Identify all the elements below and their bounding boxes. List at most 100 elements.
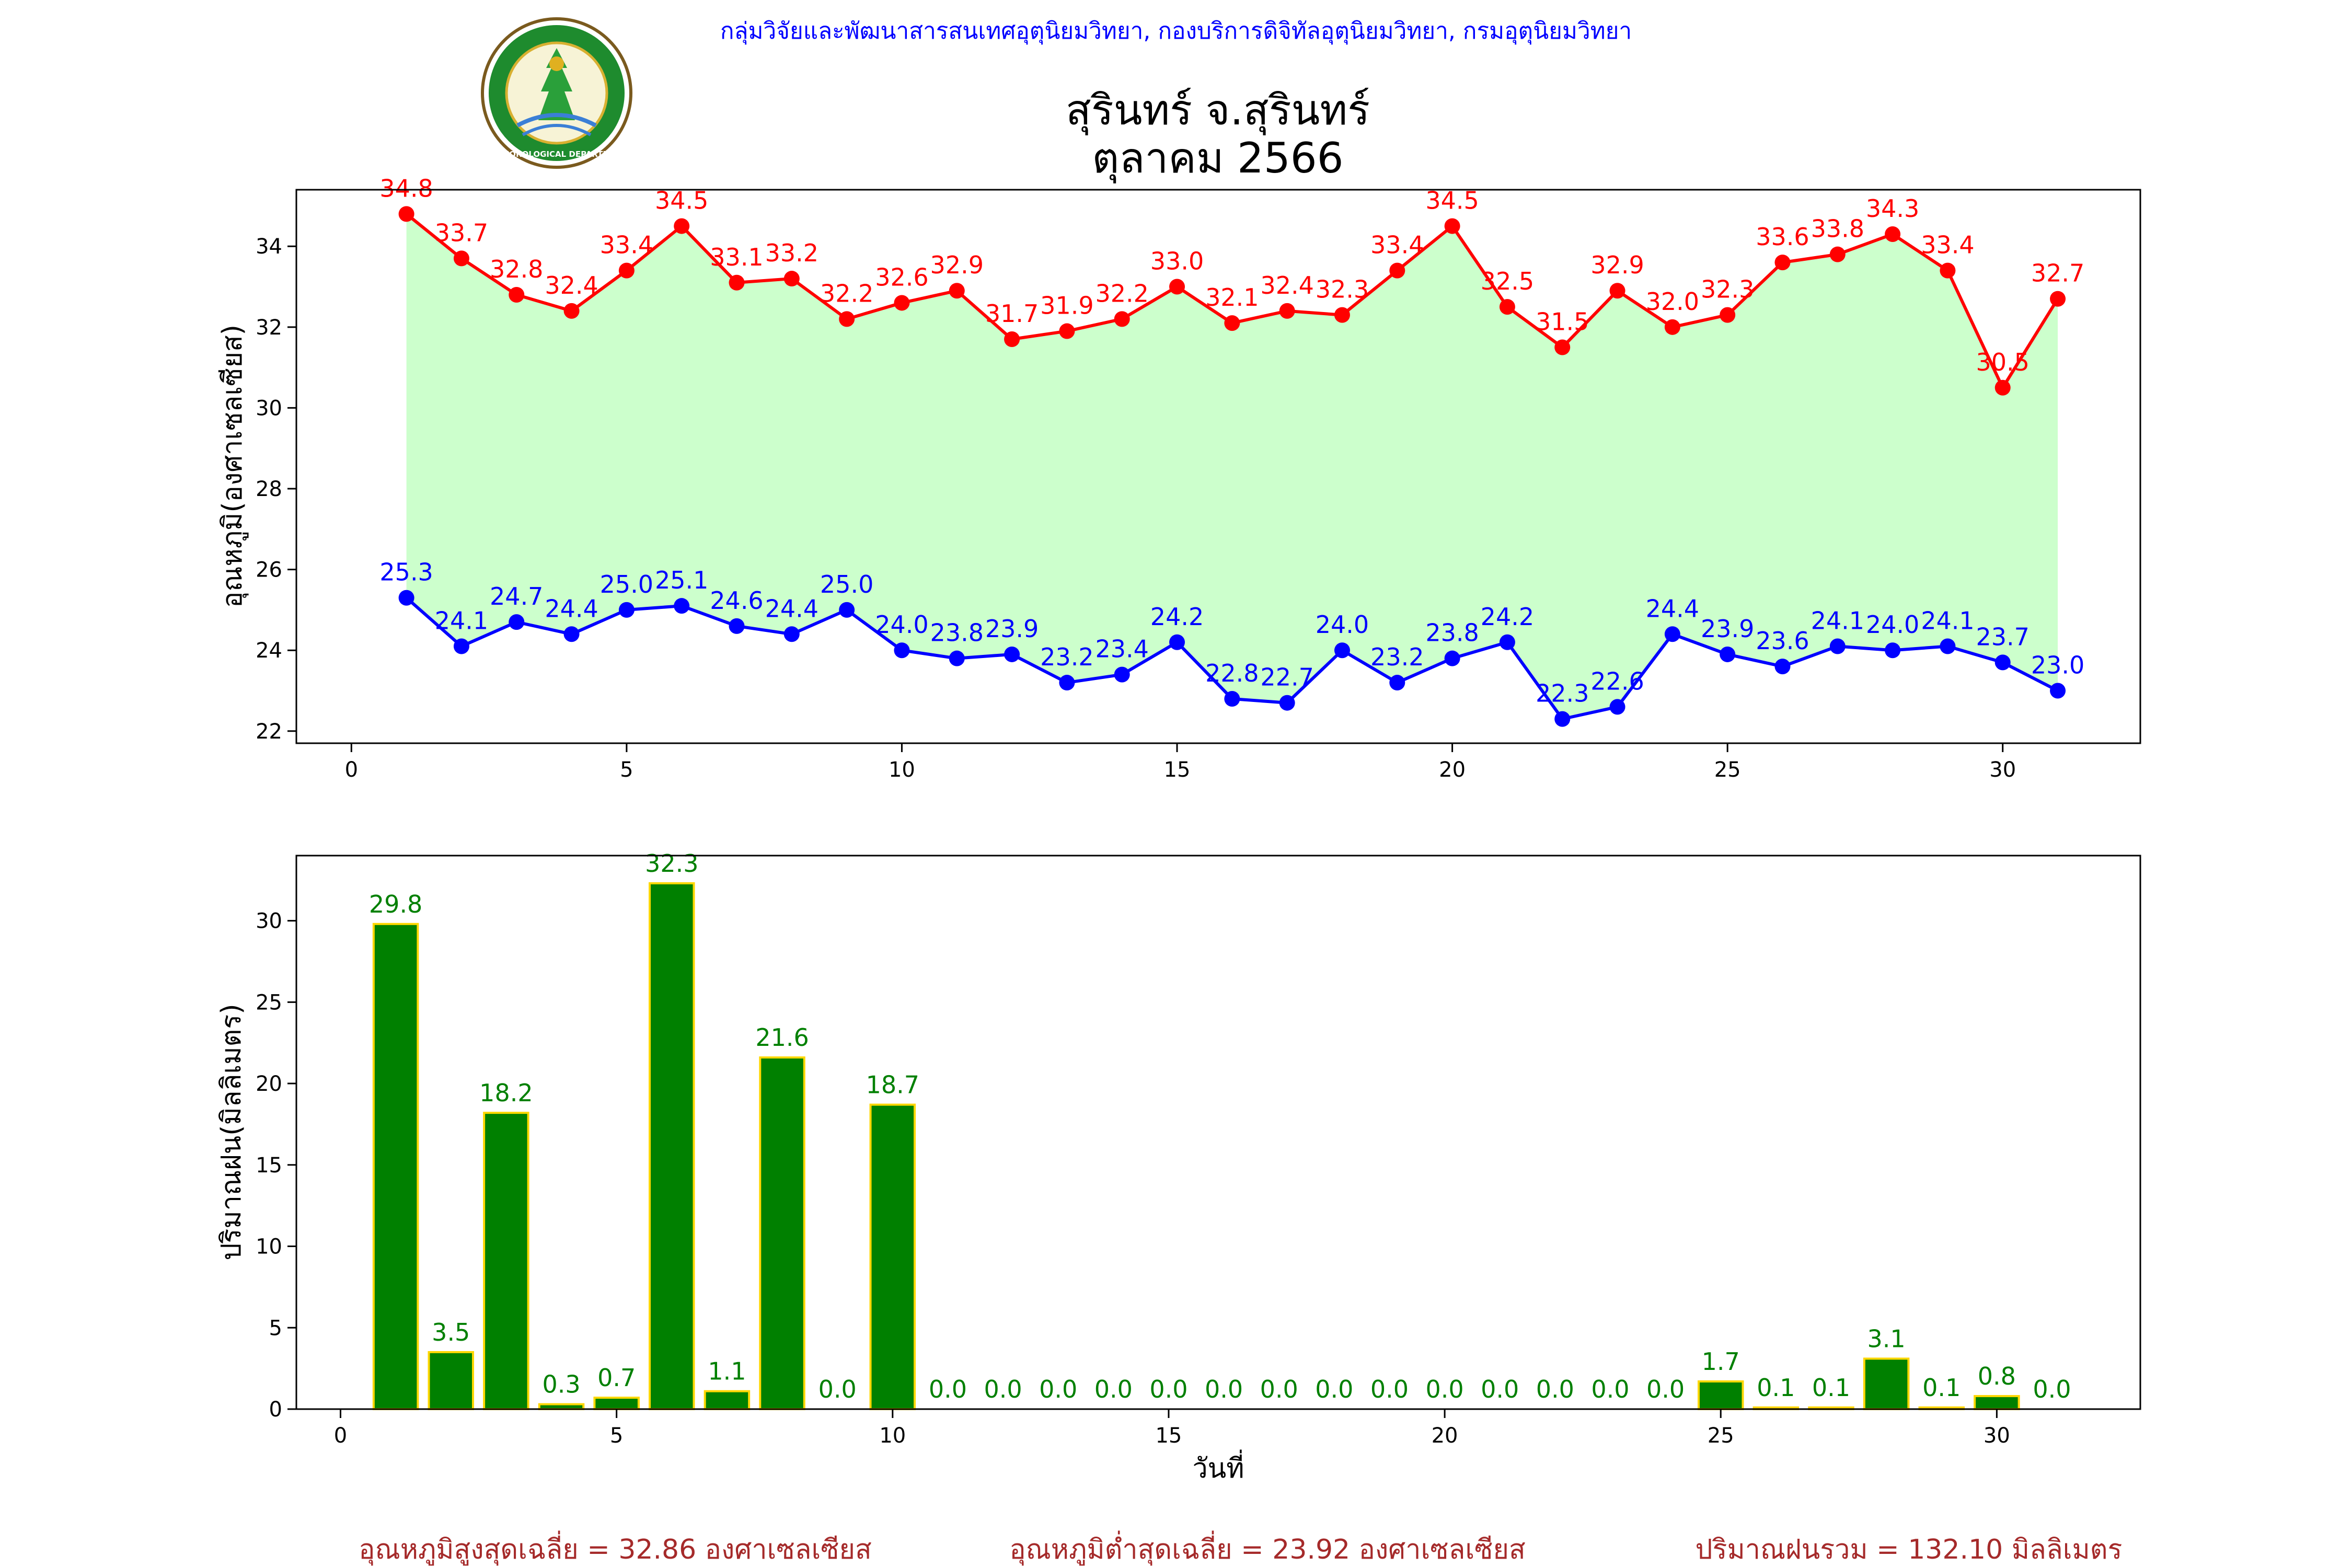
rainfall-value-label: 32.3 bbox=[645, 849, 698, 878]
max-temperature-value-label: 32.2 bbox=[820, 279, 873, 307]
min-temperature-point bbox=[398, 590, 414, 606]
min-temperature-point bbox=[1994, 654, 2011, 671]
max-temperature-point bbox=[894, 295, 910, 311]
rainfall-bar bbox=[1974, 1395, 2020, 1410]
rainfall-bar bbox=[1697, 1380, 1744, 1411]
rainfall-value-label: 0.1 bbox=[1757, 1374, 1795, 1402]
rainfall-value-label: 1.7 bbox=[1702, 1347, 1740, 1376]
rainfall-y-tick-label: 30 bbox=[256, 909, 282, 933]
rainfall-value-label: 0.0 bbox=[1260, 1375, 1298, 1403]
rainfall-x-tick-label: 10 bbox=[879, 1424, 906, 1448]
max-temperature-value-label: 34.5 bbox=[1425, 187, 1479, 215]
temperature-points-layer bbox=[398, 206, 2066, 727]
rainfall-bar bbox=[649, 882, 695, 1410]
min-temperature-point bbox=[1774, 659, 1791, 675]
min-temperature-value-label: 23.6 bbox=[1756, 627, 1809, 655]
rainfall-value-label: 0.0 bbox=[1481, 1375, 1519, 1403]
rainfall-labels-layer: 29.8 3.5 18.2 0.3 0.7 32.3 1.1 21.6 0.0 18.7 0.0 0.… bbox=[369, 849, 2071, 1403]
rainfall-value-label: 0.0 bbox=[1536, 1375, 1574, 1403]
temperature-y-tick-label: 28 bbox=[256, 477, 282, 501]
min-temperature-value-label: 24.0 bbox=[875, 610, 928, 639]
max-temperature-value-label: 33.2 bbox=[765, 239, 818, 267]
rainfall-value-label: 29.8 bbox=[369, 890, 422, 918]
max-temperature-point bbox=[1059, 323, 1075, 339]
min-temperature-value-label: 25.3 bbox=[379, 558, 433, 586]
max-temperature-value-label: 33.6 bbox=[1756, 223, 1809, 251]
rainfall-value-label: 0.1 bbox=[1812, 1374, 1850, 1402]
rainfall-x-tick-label: 0 bbox=[334, 1424, 347, 1448]
temperature-x-tick-label: 25 bbox=[1714, 758, 1741, 782]
rainfall-bar bbox=[869, 1103, 916, 1411]
min-temperature-point bbox=[1829, 638, 1846, 654]
max-temperature-point bbox=[949, 283, 965, 299]
rainfall-y-tick-label: 20 bbox=[256, 1072, 282, 1096]
temperature-axes-frame bbox=[295, 189, 2141, 744]
max-temperature-value-label: 32.9 bbox=[930, 251, 984, 279]
min-temperature-point bbox=[1004, 646, 1020, 662]
rainfall-bar bbox=[483, 1112, 529, 1410]
max-temperature-point bbox=[1004, 331, 1020, 348]
max-temperature-value-label: 33.0 bbox=[1150, 247, 1204, 275]
max-temperature-value-label: 32.8 bbox=[490, 255, 543, 283]
min-temperature-value-label: 23.2 bbox=[1040, 643, 1093, 671]
max-temperature-point bbox=[1994, 379, 2011, 396]
min-temperature-value-label: 22.3 bbox=[1536, 679, 1589, 708]
logo-caption: METEOROLOGICAL DEPARTMENT bbox=[486, 149, 629, 159]
min-temperature-point bbox=[1169, 634, 1185, 650]
average-min-temperature: อุณหภูมิต่ำสุดเฉลี่ย = 23.92 องศาเซลเซีย… bbox=[1009, 1530, 1525, 1566]
max-temperature-point bbox=[398, 206, 414, 222]
rainfall-y-tick-label: 10 bbox=[256, 1235, 282, 1259]
min-temperature-value-label: 24.6 bbox=[710, 586, 763, 615]
min-temperature-value-label: 24.4 bbox=[765, 594, 818, 622]
rainfall-value-label: 0.7 bbox=[597, 1364, 636, 1392]
max-temperature-point bbox=[1885, 226, 1901, 243]
max-temperature-value-label: 32.6 bbox=[875, 263, 928, 291]
max-temperature-point bbox=[1609, 283, 1625, 299]
min-temperature-value-label: 23.8 bbox=[1425, 619, 1479, 647]
rainfall-bar bbox=[1863, 1357, 1910, 1410]
temperature-x-tick-label: 5 bbox=[620, 758, 633, 782]
rainfall-x-tick-label: 25 bbox=[1708, 1424, 1734, 1448]
max-temperature-value-label: 31.5 bbox=[1536, 307, 1589, 336]
min-temperature-point bbox=[563, 626, 580, 642]
temperature-x-tick-label: 0 bbox=[345, 758, 358, 782]
rainfall-bar bbox=[428, 1351, 475, 1411]
min-temperature-value-label: 23.0 bbox=[2031, 651, 2084, 679]
temperature-x-tick-label: 10 bbox=[889, 758, 915, 782]
min-temperature-value-label: 24.4 bbox=[545, 594, 598, 622]
min-temperature-point bbox=[453, 638, 469, 654]
rainfall-value-label: 0.0 bbox=[1646, 1375, 1685, 1403]
temperature-range-fill-layer bbox=[406, 214, 2058, 719]
rainfall-value-label: 0.8 bbox=[1978, 1362, 2016, 1390]
max-temperature-point bbox=[1720, 307, 1736, 323]
temperature-y-tick-label: 32 bbox=[256, 316, 282, 340]
min-temperature-value-label: 22.7 bbox=[1260, 663, 1313, 691]
rainfall-bar bbox=[759, 1056, 805, 1410]
rainfall-x-tick-label: 5 bbox=[610, 1424, 623, 1448]
rainfall-x-tick-label: 30 bbox=[1984, 1424, 2010, 1448]
min-temperature-point bbox=[2050, 683, 2066, 699]
min-temperature-point bbox=[783, 626, 800, 642]
max-temperature-value-label: 34.3 bbox=[1866, 194, 1919, 223]
min-temperature-value-label: 24.1 bbox=[1921, 606, 1974, 635]
min-temperature-point bbox=[1940, 638, 1956, 654]
max-temperature-value-label: 32.2 bbox=[1095, 279, 1148, 307]
min-temperature-point bbox=[1444, 650, 1460, 666]
max-temperature-point bbox=[1499, 299, 1515, 315]
rainfall-value-label: 18.7 bbox=[866, 1071, 919, 1099]
min-temperature-point bbox=[1114, 666, 1130, 683]
rainfall-value-label: 3.1 bbox=[1867, 1324, 1906, 1353]
rainfall-x-tick-label: 15 bbox=[1155, 1424, 1182, 1448]
rainfall-value-label: 21.6 bbox=[755, 1023, 809, 1052]
max-temperature-value-label: 32.3 bbox=[1701, 275, 1754, 304]
max-temperature-point bbox=[453, 250, 469, 267]
max-temperature-point bbox=[1444, 218, 1460, 234]
max-temperature-value-label: 32.3 bbox=[1316, 275, 1369, 304]
total-rainfall: ปริมาณฝนรวม = 132.10 มิลลิเมตร bbox=[1696, 1534, 2123, 1565]
min-temperature-value-label: 23.9 bbox=[985, 615, 1039, 643]
chart-title-month: ตุลาคม 2566 bbox=[1092, 134, 1343, 183]
rainfall-y-tick-label: 25 bbox=[256, 990, 282, 1014]
temperature-y-tick-label: 30 bbox=[256, 396, 282, 420]
max-temperature-value-label: 31.9 bbox=[1040, 292, 1093, 320]
